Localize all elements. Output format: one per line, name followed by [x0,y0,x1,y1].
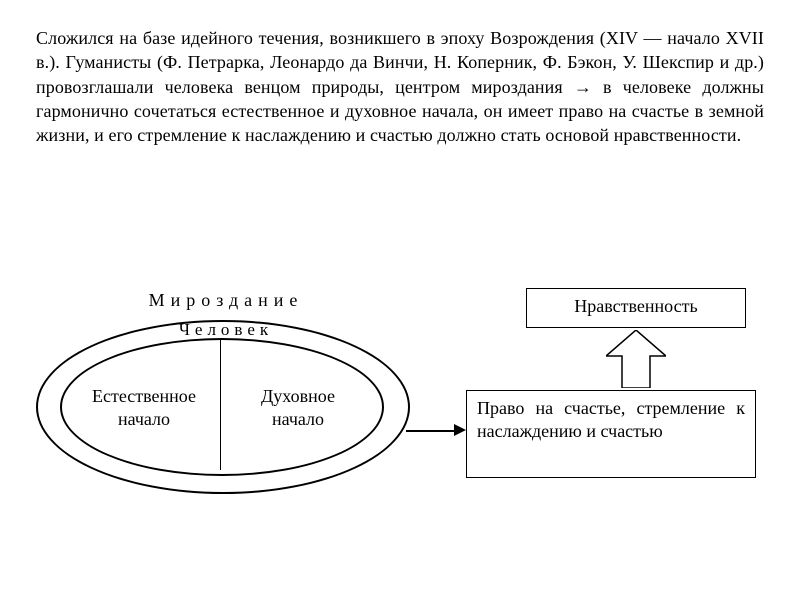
box-morality: Нравственность [526,288,746,328]
arrow-ellipse-to-box [406,430,454,432]
ellipse-right-cell: Духовное начало [228,385,368,430]
diagram: Мироздание Человек Естественное начало Д… [36,280,764,570]
arrow-ellipse-to-box-head [454,424,466,436]
ellipse-left-line2: начало [118,409,170,429]
page: Сложился на базе идейного течения, возни… [0,0,800,600]
ellipse-left-cell: Естественное начало [74,385,214,430]
hollow-up-arrow [606,330,666,388]
label-chelovek: Человек [136,320,316,340]
ellipse-right-line1: Духовное [261,386,335,406]
ellipse-right-line2: начало [272,409,324,429]
inner-ellipse-divider [220,340,221,470]
label-mirozdanie: Мироздание [96,290,356,311]
ellipse-left-line1: Естественное [92,386,196,406]
body-paragraph: Сложился на базе идейного течения, возни… [36,26,764,147]
box-right-to-happiness: Право на счастье, стремление к наслажден… [466,390,756,478]
